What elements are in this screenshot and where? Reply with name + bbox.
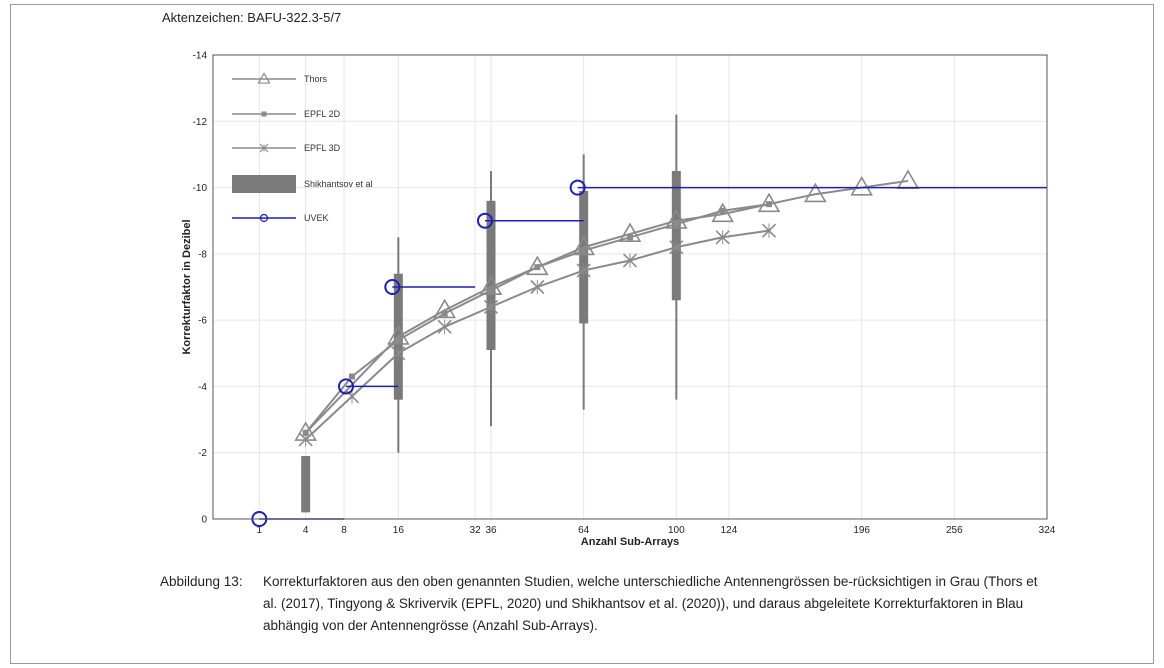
epfl-3d-point [437,319,452,334]
y-tick-label: -2 [198,448,207,459]
legend-label: Shikhantsov et al [304,179,373,189]
shikhantsov-box [301,456,311,513]
epfl-2d-point [349,373,355,380]
y-axis-label: Korrekturfaktor in Dezibel [181,219,193,354]
epfl-3d-point [483,299,499,315]
y-tick-label: -4 [198,382,207,393]
thors-point [618,222,642,242]
y-tick-label: 0 [201,515,207,526]
document-reference: Aktenzeichen: BAFU-322.3-5/7 [162,10,342,25]
caption-text: Korrekturfaktoren aus den oben genannten… [263,574,1038,633]
x-tick-label: 32 [470,525,482,536]
y-tick-label: -12 [193,117,208,128]
legend-label: EPFL 3D [304,143,341,153]
epfl-3d-point [761,223,777,238]
legend-item: Thors [232,72,328,84]
epfl-2d-point [488,287,494,294]
legend-label: Thors [304,74,328,84]
epfl-2d-point [766,201,772,208]
y-tick-label: -8 [198,249,207,260]
uvek-point [569,179,586,196]
uvek-point [259,213,269,223]
legend-label: EPFL 2D [304,109,341,119]
epfl-2d-point [580,247,587,254]
thors-point [711,202,734,223]
x-tick-label: 124 [721,525,738,536]
thors-point [572,235,595,256]
x-tick-label: 16 [393,525,405,536]
axis-ticks: 1 4 8 16 32 36 64 100 124 196 256 324 0 -2 -4 -6 -8 -10 -1… [193,51,1056,537]
uvek-point [384,279,401,295]
y-tick-label: -10 [193,183,208,194]
thors-point [257,72,271,84]
x-tick-label: 100 [668,525,685,536]
x-axis-label: Anzahl Sub-Arrays [581,536,679,548]
x-tick-label: 1 [257,525,263,536]
uvek-point [477,212,493,229]
legend-item: EPFL 2D [232,109,341,119]
caption-label: Abbildung 13: [160,574,243,589]
thors-point [526,255,549,276]
epfl-2d-point [673,221,680,228]
epfl-3d-point [715,230,730,245]
y-tick-label: -6 [198,316,207,327]
epfl-3d-point [530,279,545,295]
series-markers [294,169,920,447]
plot-background [213,55,1047,519]
epfl-2d-point [534,264,541,271]
series-line-thors [304,179,909,434]
shikhantsov-box [486,200,496,350]
uvek-point [338,378,354,395]
shikhantsov-box [579,190,589,324]
epfl-3d-point [576,263,591,278]
x-tick-label: 256 [946,525,963,536]
legend-label: UVEK [304,213,329,223]
plot-border [212,54,1048,520]
thors-point [804,182,827,203]
legend-item: Shikhantsov et al [232,175,373,193]
epfl-2d-point [441,310,448,317]
epfl-2d-point [627,234,633,241]
thors-point [850,176,873,196]
legend-swatch [232,175,296,193]
epfl-3d-point [298,432,313,447]
x-tick-label: 324 [1039,525,1056,536]
legend-item: UVEK [232,213,329,223]
epfl-3d-point [259,143,269,153]
legend: Thors EPFL 2D EPFL 3D Shikhantsov et al UVEK [232,72,373,223]
thors-point [387,325,410,345]
x-tick-label: 64 [578,525,590,536]
figure-frame [10,4,1154,664]
x-tick-label: 4 [303,525,309,536]
epfl-3d-point [622,253,638,268]
y-tick-label: -14 [193,51,208,62]
thors-point [479,275,503,296]
legend-item: EPFL 3D [232,143,341,153]
epfl-3d-point [391,346,406,361]
epfl-2d-point [395,337,402,344]
thors-point [433,298,456,319]
thors-point [665,209,688,229]
thors-point [757,192,781,213]
x-tick-label: 196 [853,525,870,536]
epfl-2d-point [719,207,726,214]
x-tick-label: 8 [341,525,347,536]
epfl-3d-point [669,240,684,255]
shikhantsov-box [671,171,681,301]
epfl-2d-point [261,111,267,117]
x-tick-label: 36 [485,525,497,536]
